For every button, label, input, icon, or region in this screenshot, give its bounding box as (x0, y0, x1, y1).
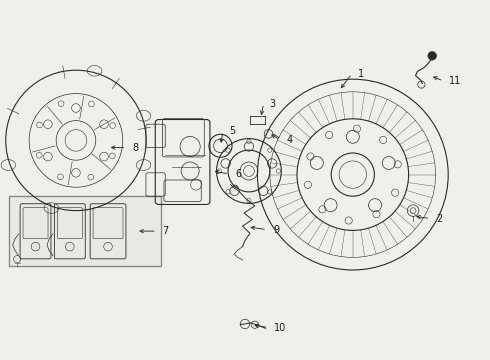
Text: 7: 7 (163, 226, 169, 236)
Text: 10: 10 (274, 323, 287, 333)
Text: 3: 3 (270, 99, 275, 109)
Text: 4: 4 (286, 135, 292, 145)
Text: 11: 11 (449, 76, 462, 86)
Text: 2: 2 (436, 213, 442, 224)
Ellipse shape (428, 51, 437, 60)
Bar (9, 196, 161, 266)
Text: 1: 1 (358, 69, 364, 79)
Text: 5: 5 (229, 126, 235, 136)
Text: 8: 8 (132, 143, 138, 153)
Text: 6: 6 (235, 169, 242, 179)
Text: 9: 9 (273, 225, 279, 235)
